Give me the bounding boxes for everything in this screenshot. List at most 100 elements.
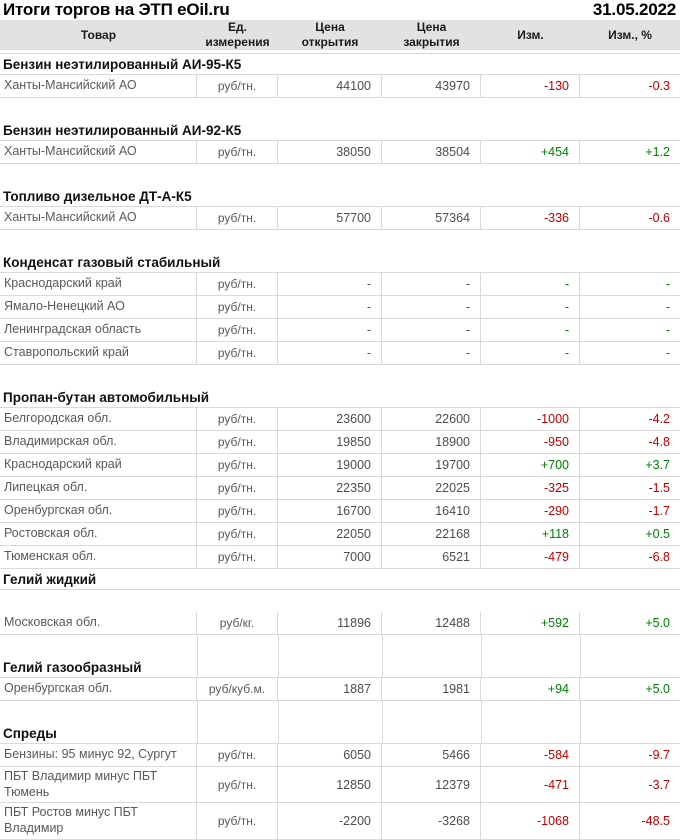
cell-change: -584 <box>481 744 580 766</box>
grid-cell-empty <box>481 701 580 723</box>
table-row: Московская обл. руб/кг. 11896 12488 +592 +5.0 <box>0 612 680 635</box>
cell-change-pct: +3.7 <box>645 458 670 472</box>
cell-change: +118 <box>481 523 580 545</box>
cell-change: - <box>481 342 580 364</box>
cell-unit: руб/тн. <box>197 477 278 499</box>
grid-cell-empty <box>0 701 197 723</box>
table-row: Бензины: 95 минус 92, Сургут руб/тн. 6050 5… <box>0 744 680 767</box>
column-header-unit: Ед. измерения <box>205 20 270 49</box>
cell-unit: руб/тн. <box>197 273 278 295</box>
grid-cell-empty <box>197 701 278 723</box>
cell-change-pct: -1.7 <box>648 504 670 518</box>
report-date: 31.05.2022 <box>592 0 676 19</box>
cell-close-price: 6521 <box>382 546 481 568</box>
grid-cell-empty <box>278 635 382 657</box>
cell-change-pct: - <box>665 346 670 360</box>
cell-change: -1068 <box>481 803 580 839</box>
cell-open-price: 57700 <box>278 207 382 229</box>
cell-product: Краснодарский край <box>0 454 197 476</box>
grid-cell-empty <box>278 657 382 677</box>
cell-close-price: - <box>382 319 481 341</box>
grid-cell-empty <box>580 657 680 677</box>
cell-close-price: 22168 <box>382 523 481 545</box>
cell-change: -325 <box>481 477 580 499</box>
cell-close-price: 22600 <box>382 408 481 430</box>
cell-change-pct: - <box>665 277 670 291</box>
cell-product: Ханты-Мансийский АО <box>0 75 197 97</box>
cell-product: Ставропольский край <box>0 342 197 364</box>
cell-change-pct: -0.3 <box>648 79 670 93</box>
grid-cell-empty <box>580 635 680 657</box>
cell-change: +454 <box>481 141 580 163</box>
cell-close-price: - <box>382 296 481 318</box>
grid-cell-empty <box>481 657 580 677</box>
grid-cell-empty <box>580 701 680 723</box>
cell-product: Тюменская обл. <box>0 546 197 568</box>
cell-unit: руб/тн. <box>197 500 278 522</box>
cell-change-pct: -48.5 <box>641 813 671 828</box>
spacer-row <box>0 635 680 657</box>
section-header-row: Бензин неэтилированный АИ-92-К5 <box>0 120 680 141</box>
table-row: Ханты-Мансийский АО руб/тн. 44100 43970 -130… <box>0 75 680 98</box>
section-header-row: Спреды <box>0 723 680 744</box>
cell-open-price: - <box>278 319 382 341</box>
table-row: Ханты-Мансийский АО руб/тн. 38050 38504 +454… <box>0 141 680 164</box>
cell-unit: руб/куб.м. <box>197 678 278 700</box>
cell-product: Белгородская обл. <box>0 408 197 430</box>
cell-unit: руб/тн. <box>197 523 278 545</box>
cell-open-price: 11896 <box>278 612 382 634</box>
cell-unit: руб/тн. <box>197 75 278 97</box>
cell-product: Московская обл. <box>0 612 197 634</box>
cell-change: +700 <box>481 454 580 476</box>
cell-change: - <box>481 273 580 295</box>
section-title: Гелий жидкий <box>3 571 97 587</box>
cell-unit: руб/тн. <box>197 767 278 803</box>
cell-change-pct: -6.8 <box>648 550 670 564</box>
grid-cell-empty <box>0 635 197 657</box>
cell-close-price: - <box>382 273 481 295</box>
table-row: Белгородская обл. руб/тн. 23600 22600 -1000 -… <box>0 408 680 431</box>
cell-close-price: 16410 <box>382 500 481 522</box>
spacer-row <box>0 230 680 252</box>
table-row: Владимирская обл. руб/тн. 19850 18900 -950 -4… <box>0 431 680 454</box>
cell-open-price: 19000 <box>278 454 382 476</box>
cell-close-price: 57364 <box>382 207 481 229</box>
cell-unit: руб/тн. <box>197 408 278 430</box>
cell-open-price: - <box>278 342 382 364</box>
section-title: Конденсат газовый стабильный <box>3 254 221 270</box>
cell-unit: руб/тн. <box>197 207 278 229</box>
cell-change: -336 <box>481 207 580 229</box>
cell-product: ПБТ Ростов минус ПБТ Владимир <box>0 803 197 839</box>
grid-cell-empty <box>382 635 481 657</box>
cell-unit: руб/тн. <box>197 454 278 476</box>
section-header-row: Бензин неэтилированный АИ-95-К5 <box>0 54 680 75</box>
section-header-row: Топливо дизельное ДТ-А-К5 <box>0 186 680 207</box>
cell-close-price: 5466 <box>382 744 481 766</box>
cell-product: Ханты-Мансийский АО <box>0 141 197 163</box>
section-title: Гелий газообразный <box>3 659 142 675</box>
cell-change: - <box>481 319 580 341</box>
cell-product: Липецкая обл. <box>0 477 197 499</box>
cell-open-price: 38050 <box>278 141 382 163</box>
table-row: ПБТ Ростов минус ПБТ Владимир руб/тн. -220… <box>0 803 680 840</box>
table-row: Липецкая обл. руб/тн. 22350 22025 -325 -1.5 <box>0 477 680 500</box>
cell-change: +94 <box>481 678 580 700</box>
table-body: Бензин неэтилированный АИ-95-К5 Ханты-Ман… <box>0 53 680 840</box>
cell-open-price: 22350 <box>278 477 382 499</box>
cell-close-price: 19700 <box>382 454 481 476</box>
grid-cell-empty <box>382 657 481 677</box>
spacer-row <box>0 590 680 612</box>
cell-product: Краснодарский край <box>0 273 197 295</box>
cell-close-price: 12488 <box>382 612 481 634</box>
cell-open-price: 16700 <box>278 500 382 522</box>
grid-cell-empty <box>197 723 278 743</box>
cell-open-price: 44100 <box>278 75 382 97</box>
section-title: Пропан-бутан автомобильный <box>3 389 210 405</box>
cell-product: Ростовская обл. <box>0 523 197 545</box>
cell-product: Бензины: 95 минус 92, Сургут <box>0 744 197 766</box>
cell-unit: руб/кг. <box>197 612 278 634</box>
cell-product: Ханты-Мансийский АО <box>0 207 197 229</box>
cell-change-pct: -1.5 <box>648 481 670 495</box>
section-header-row: Гелий жидкий <box>0 569 680 590</box>
grid-cell-empty <box>197 635 278 657</box>
